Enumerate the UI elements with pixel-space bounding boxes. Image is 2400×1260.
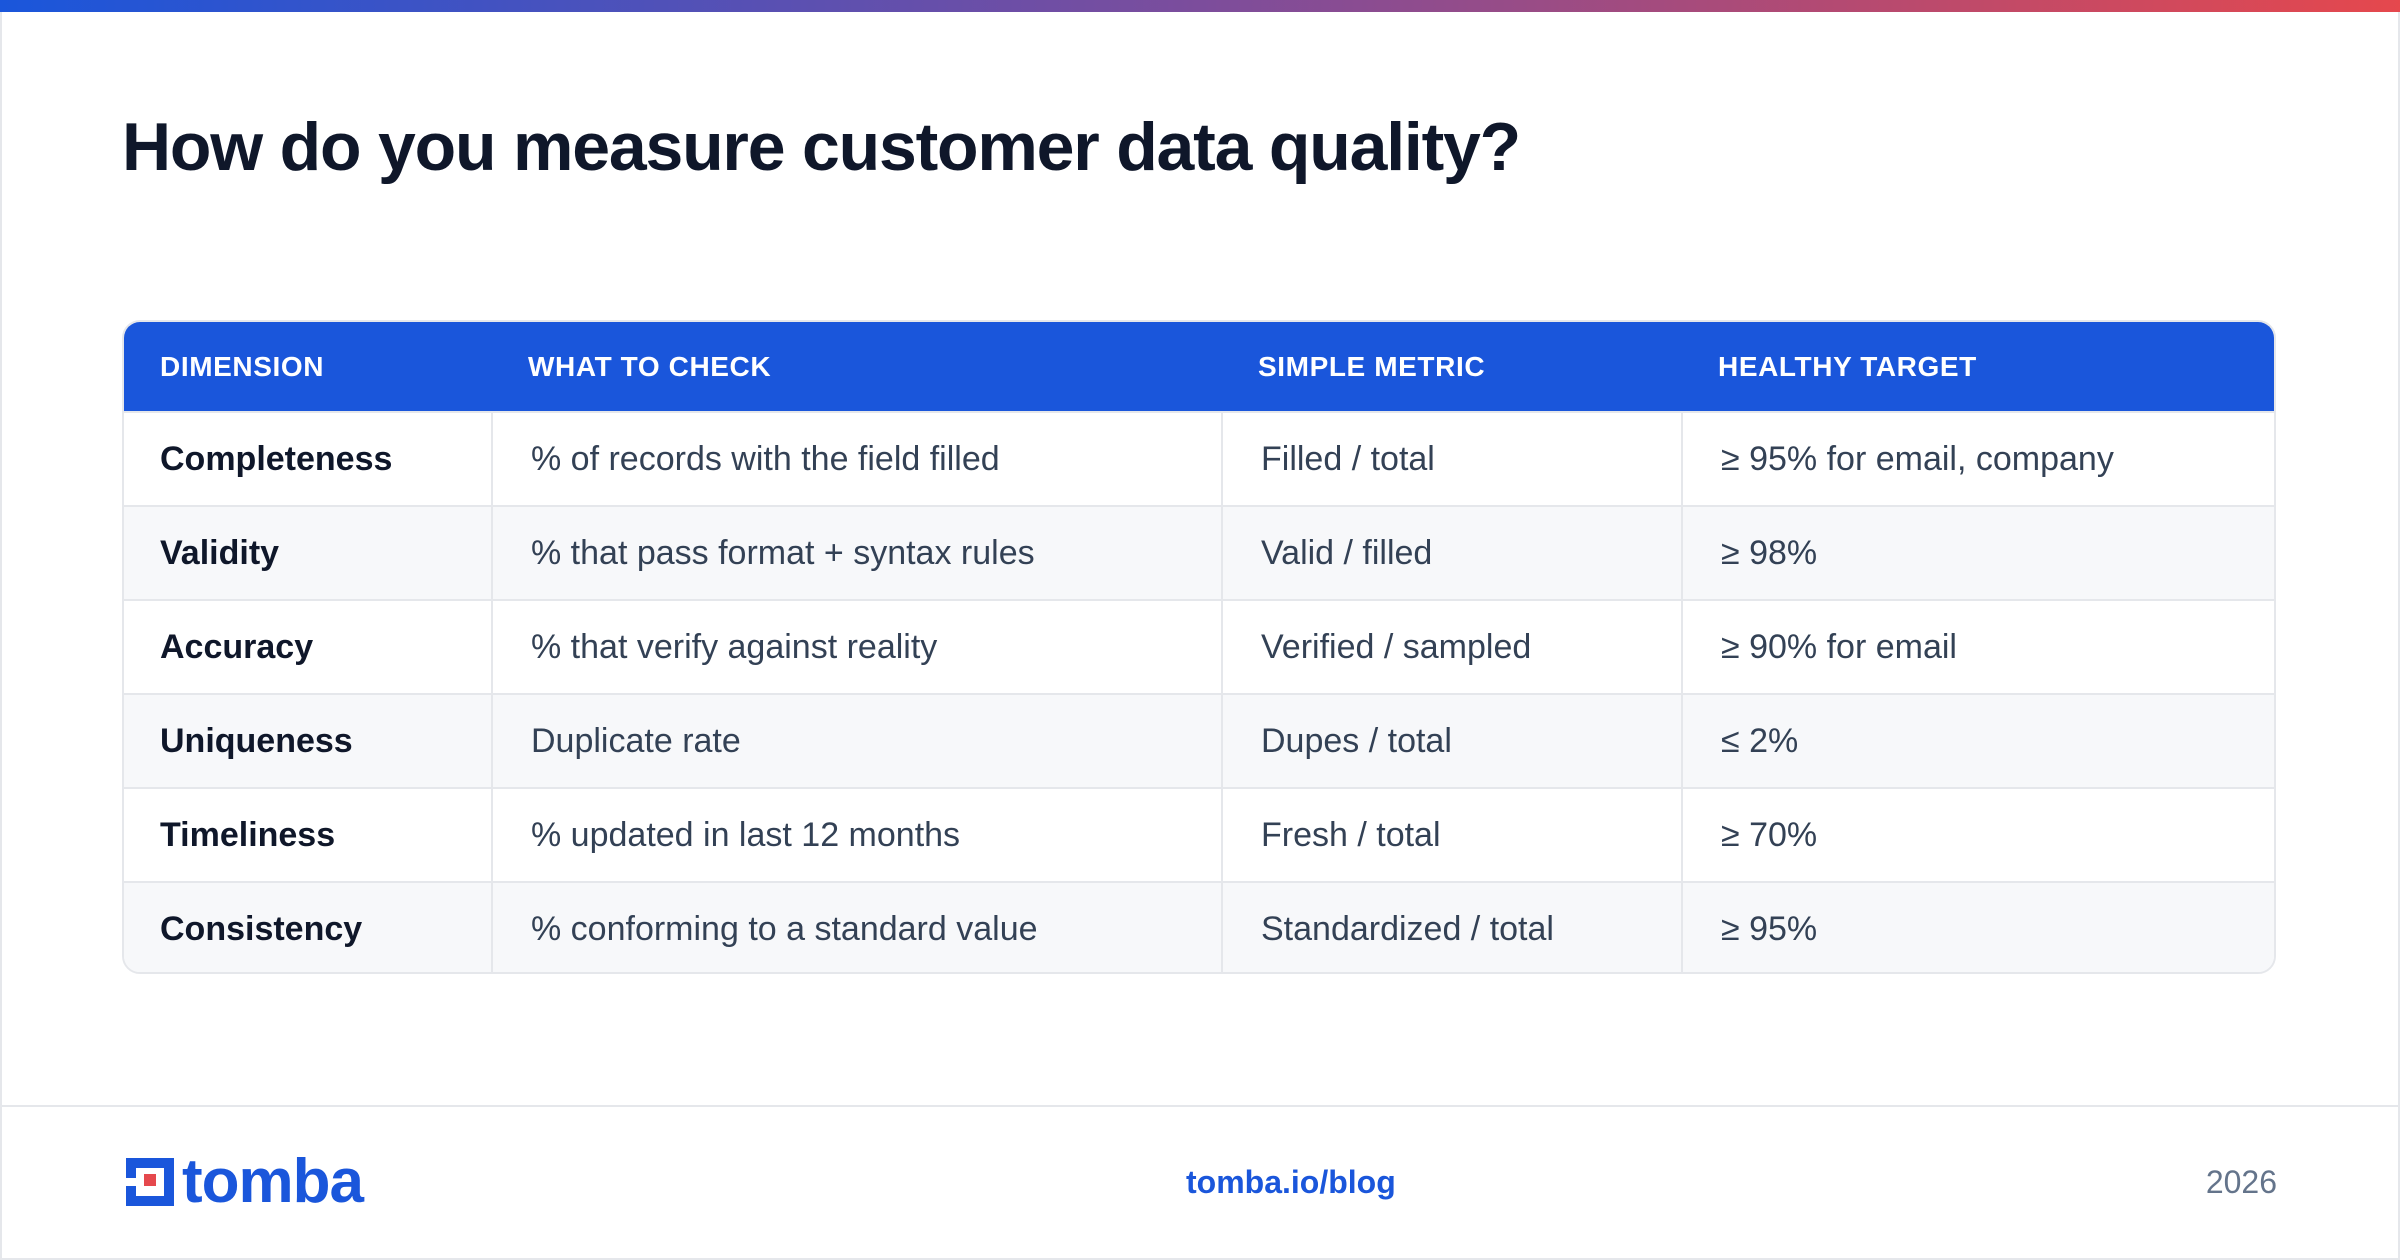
table-row: Completeness % of records with the field…	[124, 411, 2274, 506]
table-row: Uniqueness Duplicate rate Dupes / total …	[124, 693, 2274, 788]
header-healthy-target: HEALTHY TARGET	[1718, 350, 1977, 382]
table-row: Timeliness % updated in last 12 months F…	[124, 787, 2274, 882]
cell-dimension: Timeliness	[124, 787, 493, 882]
table-row: Accuracy % that verify against reality V…	[124, 599, 2274, 694]
tomba-logo: tomba	[122, 1147, 364, 1216]
tomba-logo-icon	[122, 1158, 174, 1206]
top-accent-bar	[0, 0, 2400, 12]
cell-dimension: Accuracy	[124, 599, 493, 694]
cell-what-to-check: % that verify against reality	[492, 599, 1223, 694]
table-header: DIMENSION WHAT TO CHECK SIMPLE METRIC HE…	[124, 322, 2274, 412]
table-body: Completeness % of records with the field…	[124, 411, 2274, 972]
cell-simple-metric: Filled / total	[1222, 411, 1683, 506]
cell-simple-metric: Dupes / total	[1222, 693, 1683, 788]
header-what-to-check: WHAT TO CHECK	[528, 350, 772, 382]
cell-healthy-target: ≥ 70%	[1682, 787, 2274, 882]
page-title: How do you measure customer data quality…	[122, 109, 1521, 185]
cell-healthy-target: ≤ 2%	[1682, 693, 2274, 788]
blog-link[interactable]: tomba.io/blog	[1186, 1164, 1396, 1200]
cell-dimension: Validity	[124, 505, 493, 600]
cell-what-to-check: % of records with the field filled	[492, 411, 1223, 506]
cell-dimension: Uniqueness	[124, 693, 493, 788]
table-row: Validity % that pass format + syntax rul…	[124, 505, 2274, 600]
cell-simple-metric: Standardized / total	[1222, 881, 1683, 972]
footer-year: 2026	[2205, 1164, 2277, 1200]
cell-healthy-target: ≥ 98%	[1682, 505, 2274, 600]
cell-what-to-check: % updated in last 12 months	[492, 787, 1223, 882]
cell-dimension: Consistency	[124, 881, 493, 972]
cell-dimension: Completeness	[124, 411, 493, 506]
logo-wordmark: tomba	[182, 1147, 364, 1216]
header-dimension: DIMENSION	[160, 350, 325, 382]
cell-healthy-target: ≥ 95%	[1682, 881, 2274, 972]
cell-what-to-check: % that pass format + syntax rules	[492, 505, 1223, 600]
cell-healthy-target: ≥ 95% for email, company	[1682, 411, 2274, 506]
header-simple-metric: SIMPLE METRIC	[1258, 350, 1486, 382]
cell-simple-metric: Valid / filled	[1222, 505, 1683, 600]
cell-what-to-check: Duplicate rate	[492, 693, 1223, 788]
cell-healthy-target: ≥ 90% for email	[1682, 599, 2274, 694]
table-header-row: DIMENSION WHAT TO CHECK SIMPLE METRIC HE…	[124, 322, 2274, 412]
data-quality-table: DIMENSION WHAT TO CHECK SIMPLE METRIC HE…	[122, 320, 2276, 974]
table-row: Consistency % conforming to a standard v…	[124, 881, 2274, 972]
footer-divider	[2, 1105, 2398, 1107]
cell-what-to-check: % conforming to a standard value	[492, 881, 1223, 972]
cell-simple-metric: Fresh / total	[1222, 787, 1683, 882]
cell-simple-metric: Verified / sampled	[1222, 599, 1683, 694]
